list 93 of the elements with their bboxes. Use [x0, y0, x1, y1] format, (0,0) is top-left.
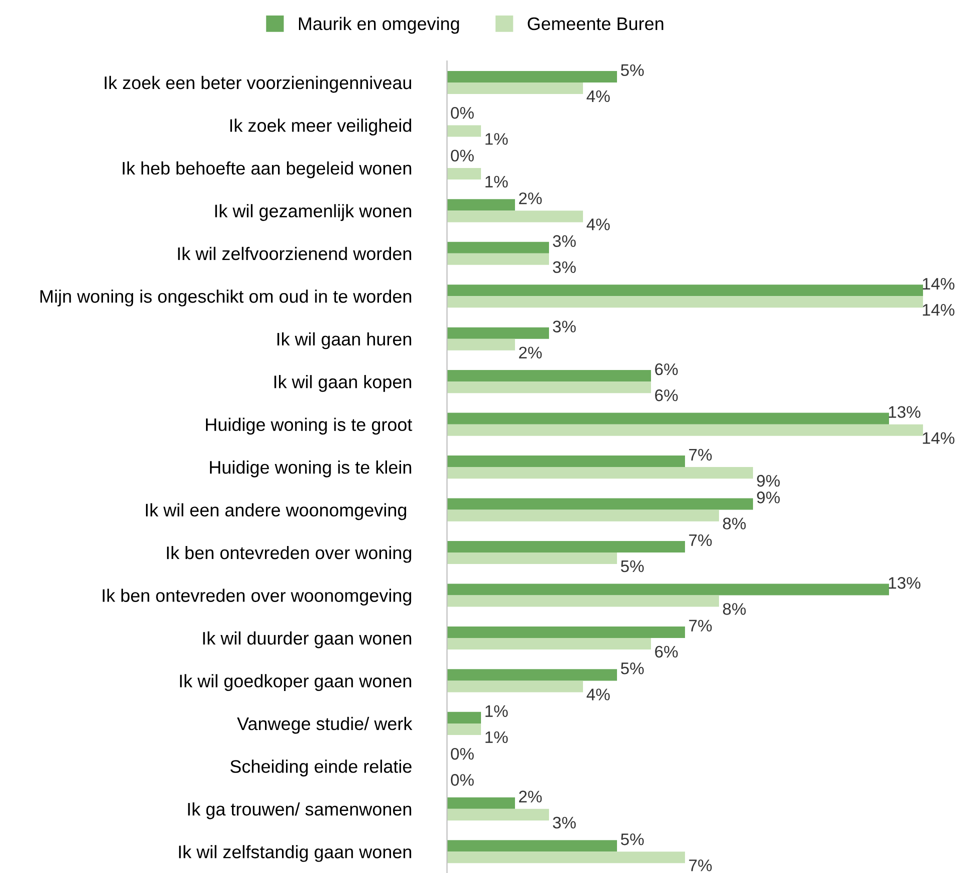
data-label: 3%: [552, 261, 576, 274]
data-label: 4%: [586, 218, 610, 230]
data-label: 6%: [655, 646, 678, 658]
data-label: 2%: [519, 790, 542, 802]
y-tick-label: Ik zoek meer veiligheid: [230, 118, 412, 136]
bar: [447, 242, 550, 254]
data-label: 0%: [450, 150, 474, 162]
y-tick-label: Mijn woning is ongeschikt om oud in te worden: [40, 290, 412, 306]
y-tick-label: Ik ga trouwen/ samenwonen: [188, 802, 412, 820]
data-label: 4%: [586, 688, 610, 700]
data-label: 9%: [757, 474, 780, 487]
y-tick-label: Ik ben ontevreden over woonomgeving: [102, 588, 412, 606]
bar: [447, 595, 720, 607]
data-label: 3%: [552, 320, 576, 332]
bar: [447, 338, 516, 350]
data-label: 1%: [486, 705, 508, 717]
data-label: 14%: [922, 432, 954, 444]
bar: [447, 510, 720, 522]
bar: [447, 797, 516, 809]
bar: [447, 412, 890, 424]
bar: [447, 327, 550, 339]
bar: [447, 125, 481, 137]
data-label: 2%: [519, 192, 542, 204]
bar: [447, 498, 754, 510]
data-label: 1%: [486, 133, 508, 145]
y-tick-label: Ik wil gaan kopen: [274, 375, 412, 392]
data-label: 14%: [922, 278, 954, 290]
y-tick-label: Ik wil duurder gaan wonen: [203, 631, 412, 648]
y-tick-label: Ik wil gaan huren: [277, 332, 412, 350]
data-label: 7%: [689, 620, 712, 632]
bar: [447, 284, 924, 296]
y-tick-label: Ik wil zelfvoorzienend worden: [178, 246, 412, 260]
data-label: 7%: [689, 448, 712, 461]
bar: [447, 82, 584, 94]
data-label: 7%: [689, 534, 712, 546]
bar: [447, 584, 890, 596]
bar: [447, 723, 481, 735]
y-tick-label: Ik ben ontevreden over woning: [167, 546, 412, 563]
bar: [447, 382, 652, 394]
bar: [447, 424, 924, 436]
data-label: 5%: [620, 662, 644, 674]
data-label: 2%: [519, 346, 542, 358]
bar: [447, 626, 686, 638]
bar: [447, 70, 618, 82]
data-label: 9%: [757, 492, 780, 504]
data-label: 13%: [888, 577, 920, 589]
data-label: 7%: [689, 860, 712, 872]
data-label: 5%: [620, 64, 644, 76]
data-label: 0%: [450, 774, 474, 786]
data-label: 8%: [722, 518, 746, 530]
y-tick-label: Ik zoek een beter voorzieningenniveau: [104, 76, 412, 93]
data-label: 0%: [450, 106, 474, 119]
bar: [447, 808, 550, 820]
y-tick-label: Ik wil gezamenlijk wonen: [215, 204, 412, 221]
bar: [447, 540, 686, 553]
legend-label: Gemeente Buren: [528, 17, 664, 30]
bar: [447, 210, 584, 222]
bar: [447, 712, 481, 724]
bar: [447, 296, 924, 308]
bar: [447, 680, 584, 692]
bar: [447, 552, 618, 564]
y-tick-label: Huidige woning is te klein: [210, 460, 412, 478]
y-tick-label: Vanwege studie/ werk: [237, 716, 412, 734]
data-label: 4%: [586, 90, 610, 102]
data-label: 1%: [486, 731, 508, 744]
bar: [447, 456, 686, 468]
data-label: 8%: [722, 603, 746, 615]
bar: [447, 638, 652, 650]
bar: [447, 467, 754, 479]
y-tick-label: Ik wil goedkoper gaan wonen: [180, 674, 412, 691]
bar: [447, 852, 686, 864]
y-tick-label: Scheiding einde relatie: [230, 760, 412, 776]
y-tick-label: Ik heb behoefte aan begeleid wonen: [122, 161, 412, 178]
data-label: 3%: [552, 235, 576, 247]
bar: [447, 199, 516, 211]
legend-label: Maurik en omgeving: [298, 16, 459, 34]
data-label: 5%: [620, 560, 644, 572]
data-label: 5%: [620, 833, 644, 846]
data-label: 3%: [552, 816, 576, 829]
bar: [447, 370, 652, 382]
y-tick-label: Huidige woning is te groot: [206, 418, 412, 435]
data-label: 6%: [655, 363, 678, 376]
y-tick-label: Ik wil zelfstandig gaan wonen: [179, 845, 412, 862]
bar: [447, 253, 550, 265]
y-tick-label: Ik wil een andere woonomgeving: [146, 503, 406, 520]
bar: [447, 669, 618, 681]
bar: [447, 168, 481, 180]
bar: [447, 840, 618, 852]
data-label: 0%: [450, 748, 474, 760]
data-label: 6%: [655, 389, 678, 402]
data-label: 13%: [888, 406, 920, 418]
data-label: 14%: [922, 304, 954, 316]
data-label: 1%: [486, 176, 508, 188]
